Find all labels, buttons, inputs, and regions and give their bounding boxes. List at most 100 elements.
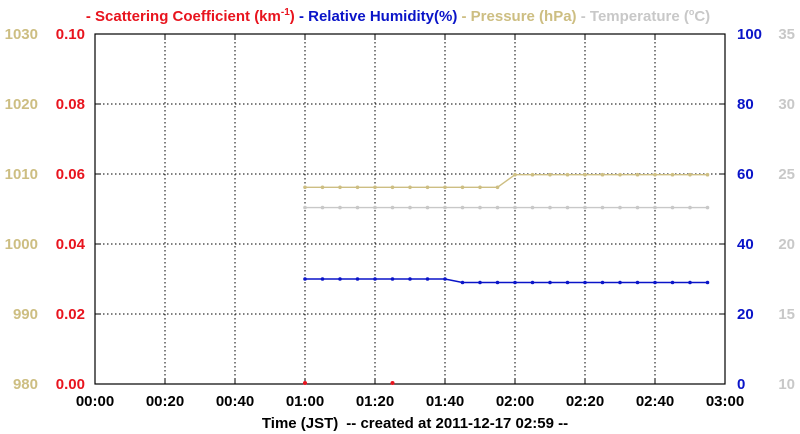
pressure-tick-label: 990: [13, 306, 38, 323]
temperature-point: [373, 205, 377, 210]
temperature-point: [653, 205, 657, 210]
pressure-point: [618, 172, 622, 177]
humidity-tick-label: 100: [737, 26, 762, 43]
pressure-point: [513, 172, 517, 177]
humidity-point: [600, 280, 605, 285]
temperature-point: [670, 205, 675, 210]
legend-humidity: Relative Humidity(%): [308, 8, 457, 25]
humidity-point: [495, 280, 500, 285]
x-tick-label: 00:40: [216, 393, 254, 410]
x-tick-label: 03:00: [706, 393, 744, 410]
temperature-tick-label: 25: [778, 166, 795, 183]
x-tick-label: 01:00: [286, 393, 324, 410]
legend-humidity-dash: -: [299, 8, 308, 25]
temperature-point: [320, 205, 325, 210]
scattering-tick-label: 0.02: [56, 306, 85, 323]
temperature-point: [583, 205, 587, 210]
humidity-point: [338, 277, 342, 281]
x-tick-label: 02:20: [566, 393, 604, 410]
x-tick-label: 02:40: [636, 393, 674, 410]
pressure-point: [583, 172, 587, 177]
legend-scattering: Scattering Coefficient (km: [95, 8, 281, 25]
legend-temperature: Temperature (: [590, 8, 689, 25]
scattering-tick-label: 0.00: [56, 376, 85, 393]
pressure-tick-label: 1010: [5, 166, 38, 183]
temperature-point: [355, 205, 360, 210]
temperature-point: [688, 205, 692, 210]
pressure-point: [390, 185, 395, 190]
humidity-point: [355, 277, 360, 281]
pressure-point: [565, 172, 570, 177]
temperature-tick-label: 30: [778, 96, 795, 113]
x-tick-label: 00:20: [146, 393, 184, 410]
x-tick-label: 01:40: [426, 393, 464, 410]
pressure-point: [408, 185, 412, 190]
legend-pressure-dash: -: [462, 8, 471, 25]
humidity-point: [565, 280, 570, 285]
legend-temperature-deg: o: [689, 7, 695, 17]
humidity-tick-label: 20: [737, 306, 754, 323]
humidity-tick-label: 0: [737, 376, 745, 393]
temperature-point: [443, 205, 447, 210]
temperature-point: [408, 205, 412, 210]
x-tick-label: 00:00: [76, 393, 114, 410]
pressure-point: [478, 185, 482, 190]
series-group: [303, 172, 710, 385]
pressure-tick-label: 980: [13, 376, 38, 393]
scattering-tick-label: 0.10: [56, 26, 85, 43]
legend: - Scattering Coefficient (km-1) - Relati…: [86, 7, 710, 25]
pressure-point: [653, 172, 657, 177]
temperature-point: [460, 205, 465, 210]
x-tick-label: 01:20: [356, 393, 394, 410]
pressure-point: [425, 185, 430, 190]
temperature-point: [565, 205, 570, 210]
temperature-point: [548, 205, 552, 210]
humidity-tick-label: 60: [737, 166, 754, 183]
legend-pressure: Pressure (hPa): [471, 8, 577, 25]
humidity-tick-label: 80: [737, 96, 754, 113]
x-axis-title: Time (JST) -- created at 2011-12-17 02:59…: [262, 415, 568, 432]
legend-scattering-sup: -1: [281, 7, 290, 18]
humidity-point: [443, 277, 447, 281]
pressure-point: [355, 185, 360, 190]
temperature-tick-label: 35: [778, 26, 795, 43]
humidity-point: [478, 280, 482, 285]
humidity-point: [705, 280, 710, 285]
temperature-tick-label: 20: [778, 236, 795, 253]
legend-scattering-dash: -: [86, 8, 95, 25]
pressure-point: [530, 172, 535, 177]
temperature-point: [478, 205, 482, 210]
pressure-point: [670, 172, 675, 177]
temperature-point: [530, 205, 535, 210]
temperature-point: [495, 205, 500, 210]
humidity-point: [548, 280, 552, 285]
created-timestamp: -- created at 2011-12-17 02:59 --: [346, 415, 568, 432]
pressure-point: [495, 185, 500, 190]
humidity-tick-label: 40: [737, 236, 754, 253]
humidity-point: [460, 280, 465, 285]
pressure-point: [320, 185, 325, 190]
pressure-line: [305, 173, 708, 189]
humidity-point: [688, 280, 692, 285]
humidity-point: [653, 280, 657, 285]
plot-frame: [94, 33, 726, 385]
pressure-point: [688, 172, 692, 177]
pressure-point: [373, 185, 377, 190]
humidity-point: [670, 280, 675, 285]
pressure-point: [705, 172, 710, 177]
humidity-point: [635, 280, 640, 285]
pressure-point: [443, 185, 447, 190]
temperature-point: [635, 205, 640, 210]
temperature-point: [513, 205, 517, 210]
scattering-tick-label: 0.04: [56, 236, 86, 253]
pressure-tick-label: 1030: [5, 26, 38, 43]
humidity-point: [390, 277, 395, 281]
x-tick-label: 02:00: [496, 393, 534, 410]
temperature-point: [600, 205, 605, 210]
pressure-point: [460, 185, 465, 190]
temperature-point: [390, 205, 395, 210]
temperature-point: [618, 205, 622, 210]
scattering-tick-label: 0.06: [56, 166, 85, 183]
humidity-point: [583, 280, 587, 285]
